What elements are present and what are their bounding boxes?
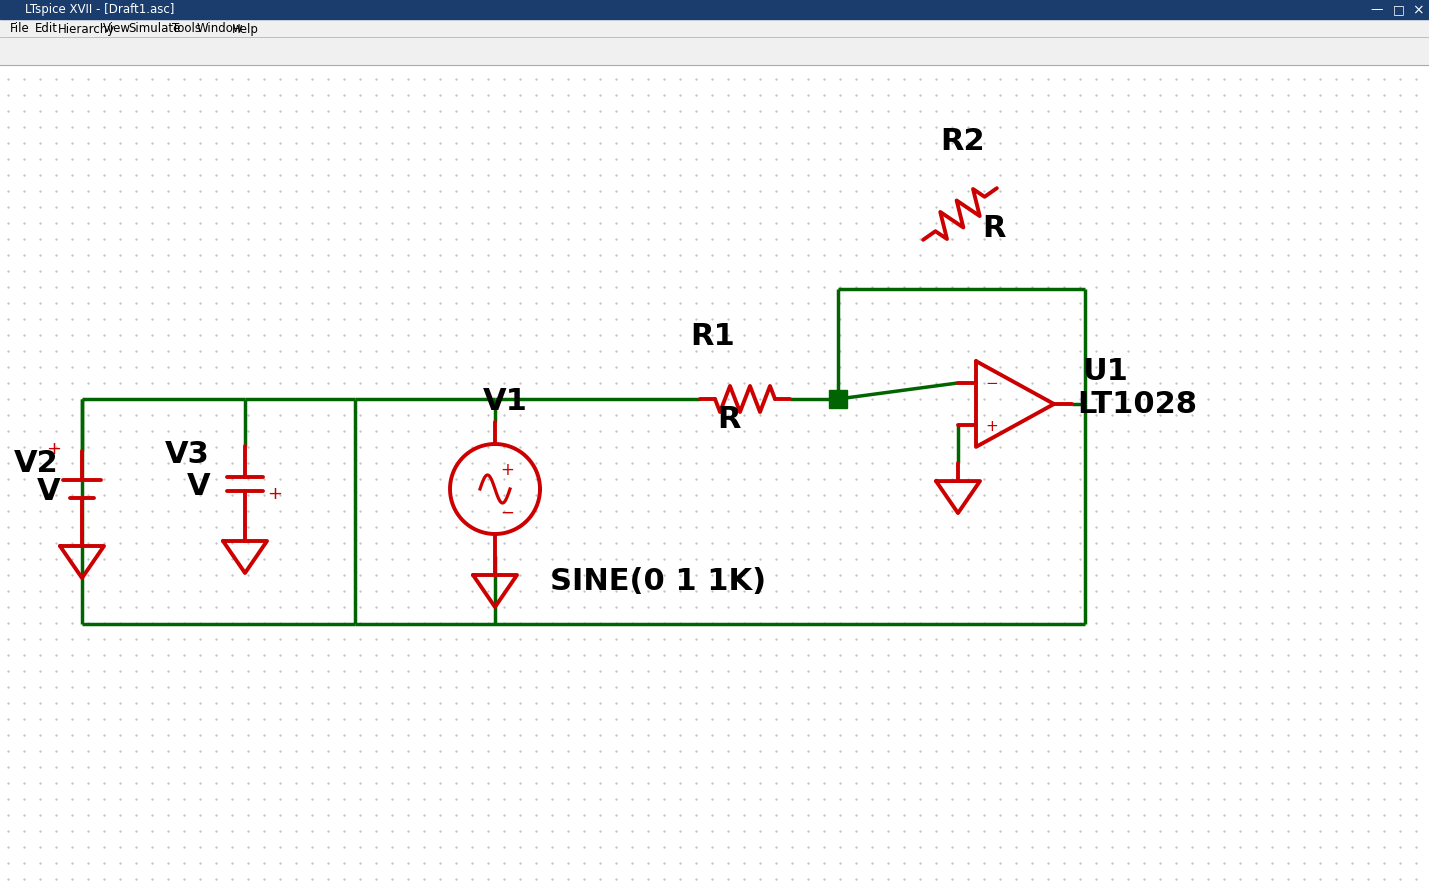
Text: File: File xyxy=(10,22,30,35)
Text: R1: R1 xyxy=(690,322,735,351)
Text: V2: V2 xyxy=(14,448,59,478)
Text: ×: × xyxy=(1412,3,1423,17)
Text: V: V xyxy=(187,471,210,501)
Bar xyxy=(0,0,1429,20)
Text: Hierarchy: Hierarchy xyxy=(59,22,116,35)
Text: V1: V1 xyxy=(483,386,527,416)
Text: LT1028: LT1028 xyxy=(1077,390,1198,418)
Text: —: — xyxy=(1370,4,1382,17)
Text: Help: Help xyxy=(231,22,259,35)
Text: Simulate: Simulate xyxy=(129,22,180,35)
Text: R: R xyxy=(982,214,1006,243)
Text: V3: V3 xyxy=(164,439,210,469)
Bar xyxy=(0,38,1429,66)
Text: Tools: Tools xyxy=(171,22,201,35)
Text: R2: R2 xyxy=(940,127,985,156)
Bar xyxy=(829,391,847,408)
Text: Window: Window xyxy=(197,22,243,35)
Text: □: □ xyxy=(1393,4,1405,17)
Text: View: View xyxy=(103,22,131,35)
Text: U1: U1 xyxy=(1082,356,1127,385)
Text: SINE(0 1 1K): SINE(0 1 1K) xyxy=(550,566,766,595)
Text: Edit: Edit xyxy=(34,22,59,35)
Text: +: + xyxy=(46,439,61,457)
Text: +: + xyxy=(267,485,282,502)
Text: −: − xyxy=(985,376,997,391)
Bar xyxy=(0,20,1429,38)
Text: R: R xyxy=(717,405,740,433)
Text: −: − xyxy=(500,503,514,521)
Text: +: + xyxy=(500,460,514,478)
Text: LTspice XVII - [Draft1.asc]: LTspice XVII - [Draft1.asc] xyxy=(24,4,174,17)
Text: V: V xyxy=(37,477,60,505)
Text: +: + xyxy=(985,418,997,433)
